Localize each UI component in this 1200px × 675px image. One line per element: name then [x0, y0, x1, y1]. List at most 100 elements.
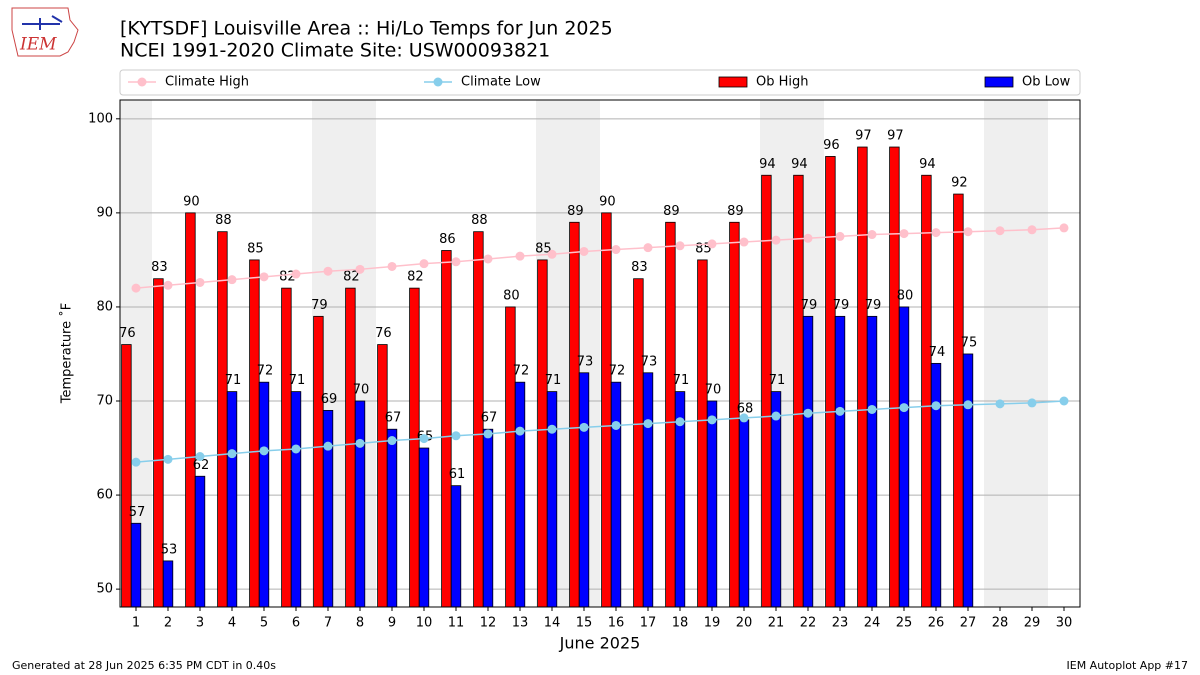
x-tick-label: 28 [992, 616, 1009, 631]
point [291, 269, 301, 279]
bar [441, 250, 452, 608]
footer-left: Generated at 28 Jun 2025 6:35 PM CDT in … [12, 659, 276, 672]
value-label: 62 [193, 458, 210, 473]
value-label: 90 [183, 194, 200, 209]
point [579, 246, 589, 256]
bar [130, 522, 142, 608]
x-tick-label: 26 [928, 616, 945, 631]
legend-label: Ob Low [1022, 75, 1071, 90]
x-tick-label: 25 [896, 616, 913, 631]
bar [898, 306, 910, 608]
value-label: 76 [375, 326, 392, 341]
point [515, 251, 525, 261]
value-label: 83 [151, 260, 168, 275]
bar [290, 391, 302, 608]
bar [505, 306, 516, 608]
x-tick-label: 8 [356, 616, 364, 631]
value-label: 68 [737, 401, 754, 416]
point [643, 243, 653, 253]
bar [857, 146, 868, 608]
bar [354, 400, 366, 608]
legend-label: Climate Low [461, 75, 541, 90]
logo-outline [11, 7, 79, 57]
bar [450, 485, 462, 608]
x-tick-label: 7 [324, 616, 332, 631]
chart-title: [KYTSDF] Louisville Area :: Hi/Lo Temps … [120, 18, 613, 40]
bar [153, 278, 164, 608]
bar [930, 362, 942, 608]
y-tick-label: 60 [96, 488, 113, 503]
point [739, 413, 749, 423]
bar [889, 146, 900, 608]
bar [610, 381, 622, 608]
point [579, 422, 589, 432]
bar [258, 381, 270, 608]
point [355, 438, 365, 448]
value-label: 69 [321, 392, 338, 407]
value-label: 71 [673, 373, 690, 388]
point [387, 436, 397, 446]
value-label: 71 [289, 373, 306, 388]
bar [793, 174, 804, 608]
x-tick-label: 10 [416, 616, 433, 631]
value-label: 88 [215, 213, 232, 228]
point [195, 451, 205, 461]
bar [217, 231, 228, 608]
x-tick-label: 5 [260, 616, 268, 631]
bar [962, 353, 974, 608]
bar [546, 391, 558, 608]
chart-subtitle: NCEI 1991-2020 Climate Site: USW00093821 [120, 40, 550, 62]
value-label: 82 [407, 270, 424, 285]
legend-label: Ob High [756, 75, 809, 90]
value-label: 79 [311, 298, 328, 313]
point [931, 228, 941, 238]
x-tick-label: 1 [132, 616, 140, 631]
value-label: 79 [833, 298, 850, 313]
bar [537, 259, 548, 608]
point [803, 233, 813, 243]
bar [642, 372, 654, 608]
bar [738, 419, 750, 608]
x-tick-label: 11 [448, 616, 465, 631]
point [451, 431, 461, 441]
point [707, 415, 717, 425]
bar [802, 315, 814, 608]
x-tick-label: 22 [800, 616, 817, 631]
bar [834, 315, 846, 608]
value-label: 70 [705, 383, 722, 398]
point [323, 441, 333, 451]
bar [418, 447, 430, 608]
bar [345, 287, 356, 608]
y-tick-label: 100 [88, 111, 113, 126]
point [355, 264, 365, 274]
point [419, 434, 429, 444]
point [323, 266, 333, 276]
point [163, 280, 173, 290]
value-label: 71 [545, 373, 562, 388]
point [643, 419, 653, 429]
x-tick-label: 24 [864, 616, 881, 631]
point [675, 417, 685, 427]
bar [162, 560, 174, 608]
value-label: 80 [897, 288, 914, 303]
point [451, 257, 461, 267]
x-tick-label: 13 [512, 616, 529, 631]
point [963, 400, 973, 410]
point [611, 420, 621, 430]
value-label: 85 [247, 241, 264, 256]
logo-icon [22, 15, 63, 30]
bar [514, 381, 526, 608]
weekend-band [1016, 100, 1048, 607]
x-tick-label: 18 [672, 616, 689, 631]
x-tick-label: 16 [608, 616, 625, 631]
point [1027, 398, 1037, 408]
value-label: 61 [449, 467, 466, 482]
point [867, 404, 877, 414]
y-tick-label: 70 [96, 394, 113, 409]
legend-swatch [984, 76, 1014, 88]
y-axis-label: Temperature ˚F [59, 303, 75, 404]
x-tick-label: 12 [480, 616, 497, 631]
plot-frame [119, 99, 1081, 608]
value-label: 72 [257, 364, 274, 379]
